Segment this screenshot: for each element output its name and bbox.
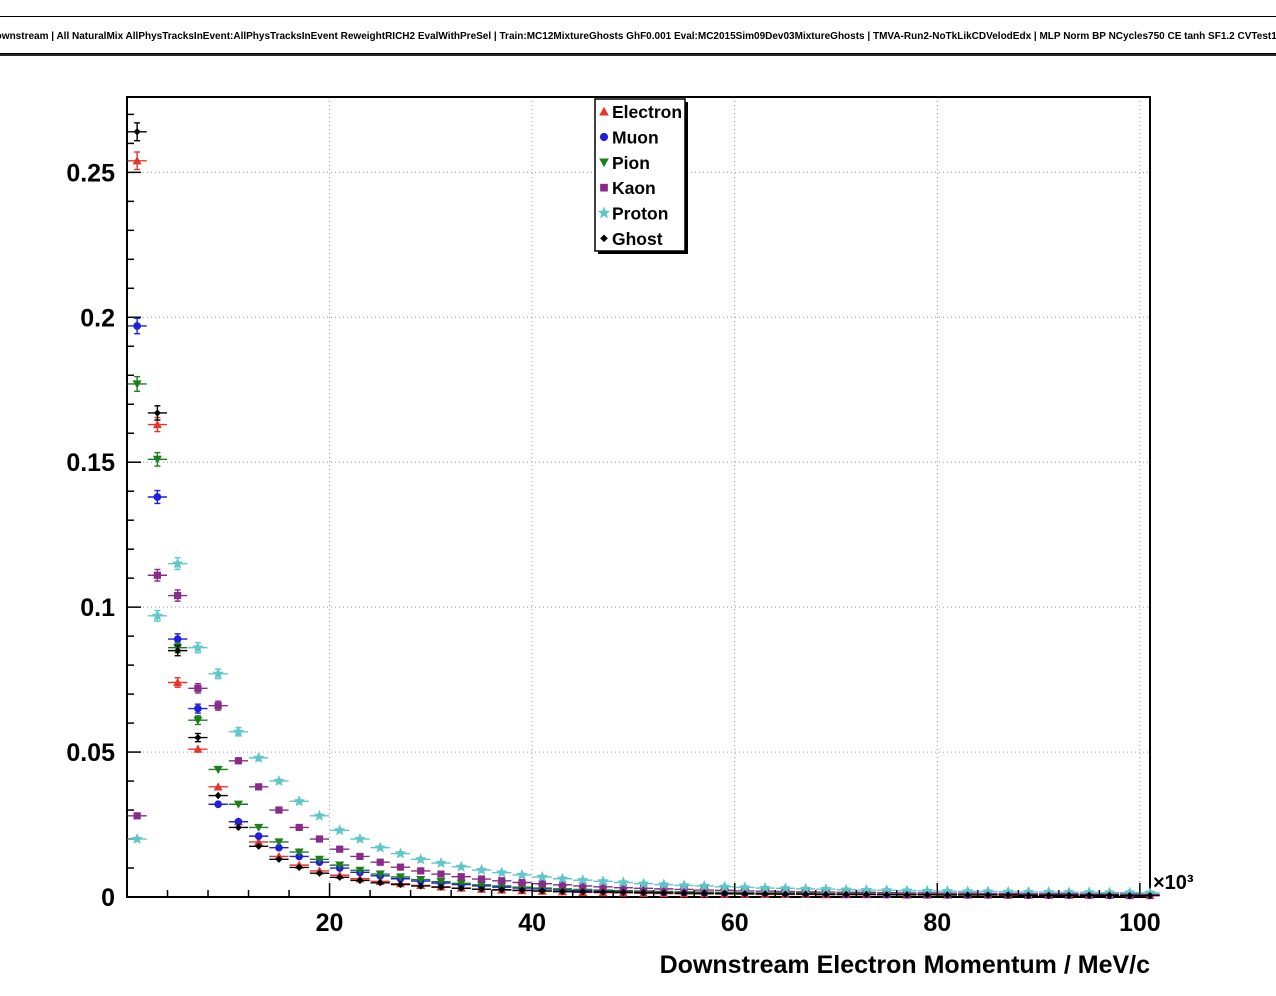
legend-item-proton: Proton (597, 204, 668, 224)
plot-title-box: TrackP Ghost Downstream | All NaturalMix… (0, 16, 1276, 54)
x-tick-label: 80 (923, 909, 951, 937)
legend-label: Ghost (612, 229, 663, 249)
x-tick-label: 100 (1119, 909, 1161, 937)
y-tick-label: 0.05 (66, 739, 115, 767)
plot-title: TrackP Ghost Downstream | All NaturalMix… (0, 31, 1276, 42)
legend-box (594, 98, 686, 252)
axis-ticks (127, 113, 1141, 898)
plot-frame (126, 96, 1151, 898)
legend-item-pion: Pion (599, 153, 650, 173)
x-tick-label: 40 (518, 909, 546, 937)
legend-item-electron: Electron (599, 102, 682, 122)
axis-labels: 20 40 60 80 100 0 0.05 0.1 0.15 0.2 0.25 ×10³ Downst… (66, 159, 1194, 979)
gridlines (127, 97, 1150, 897)
x-tick-label: 60 (721, 909, 749, 937)
legend-label: Pion (612, 153, 650, 173)
y-tick-label: 0.1 (80, 594, 115, 622)
x-axis-multiplier: ×10³ (1153, 872, 1194, 894)
series-electron (127, 151, 1160, 900)
legend-label: Kaon (612, 178, 656, 198)
series-pion (127, 375, 1160, 900)
legend-item-ghost: Ghost (600, 229, 663, 249)
legend-item-kaon: Kaon (600, 178, 656, 198)
legend-label: Proton (612, 204, 668, 224)
y-tick-label: 0.2 (80, 304, 115, 332)
legend-item-muon: Muon (599, 128, 659, 148)
series-proton (127, 557, 1160, 898)
series-ghost (127, 122, 1160, 900)
legend-label: Electron (612, 102, 682, 122)
y-tick-label: 0 (101, 884, 115, 912)
legend-label: Muon (612, 128, 659, 148)
y-tick-label: 0.25 (66, 159, 115, 187)
x-tick-label: 20 (316, 909, 344, 937)
y-tick-label: 0.15 (66, 449, 115, 477)
x-axis-title: Downstream Electron Momentum / MeV/c (660, 951, 1150, 979)
legend: Electron Muon Pion Kaon Proton Ghost (594, 98, 688, 254)
